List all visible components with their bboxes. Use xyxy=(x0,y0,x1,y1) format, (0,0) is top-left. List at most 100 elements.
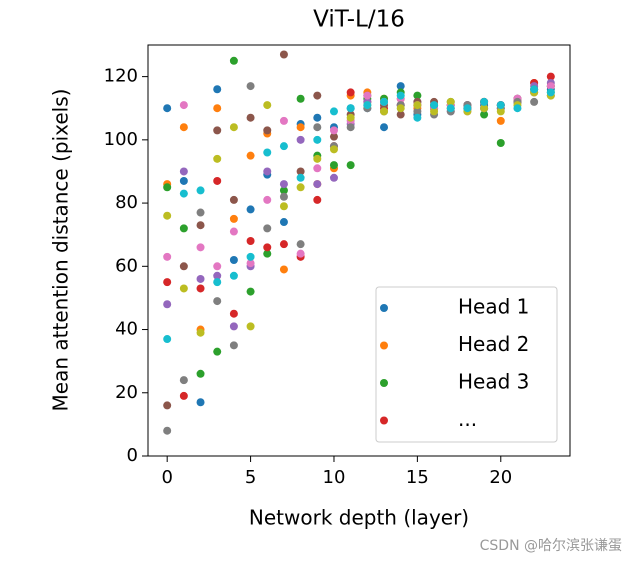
point xyxy=(213,176,222,185)
point xyxy=(279,186,288,195)
point xyxy=(263,148,272,157)
y-tick-label: 0 xyxy=(127,445,138,466)
y-tick-label: 60 xyxy=(115,255,138,276)
point xyxy=(196,221,205,230)
point xyxy=(496,139,505,148)
point xyxy=(546,88,555,97)
point xyxy=(279,218,288,227)
point xyxy=(163,278,172,287)
point xyxy=(530,97,539,106)
point xyxy=(196,284,205,293)
point xyxy=(396,110,405,119)
point xyxy=(213,271,222,280)
point xyxy=(246,252,255,261)
point xyxy=(179,189,188,198)
point xyxy=(163,426,172,435)
watermark: CSDN @哈尔滨张谦蛋 xyxy=(480,538,622,554)
point xyxy=(296,173,305,182)
legend-box xyxy=(375,286,558,443)
x-tick-label: 10 xyxy=(323,467,346,488)
point xyxy=(179,101,188,110)
point xyxy=(213,85,222,94)
point xyxy=(496,107,505,116)
point xyxy=(196,186,205,195)
y-tick-label: 80 xyxy=(115,192,138,213)
point xyxy=(196,398,205,407)
point xyxy=(329,126,338,135)
point xyxy=(346,161,355,170)
point xyxy=(396,91,405,100)
point xyxy=(413,91,422,100)
y-tick-label: 100 xyxy=(104,129,138,150)
point xyxy=(496,101,505,110)
point xyxy=(313,195,322,204)
point xyxy=(229,56,238,65)
point xyxy=(163,401,172,410)
x-tick-label: 15 xyxy=(406,467,429,488)
point xyxy=(196,243,205,252)
point xyxy=(263,126,272,135)
legend-marker xyxy=(380,379,388,387)
point xyxy=(363,91,372,100)
point xyxy=(246,322,255,331)
point xyxy=(396,82,405,91)
point xyxy=(179,123,188,132)
point xyxy=(296,123,305,132)
point xyxy=(263,249,272,258)
point xyxy=(329,107,338,116)
point xyxy=(179,224,188,233)
point xyxy=(546,72,555,81)
point xyxy=(346,104,355,113)
y-tick-label: 20 xyxy=(115,382,138,403)
point xyxy=(196,274,205,283)
point xyxy=(263,167,272,176)
point xyxy=(163,335,172,344)
legend-label: Head 3 xyxy=(458,370,529,394)
point xyxy=(430,101,439,110)
point xyxy=(296,167,305,176)
point xyxy=(313,123,322,132)
point xyxy=(296,249,305,258)
y-axis-label: Mean attention distance (pixels) xyxy=(49,89,73,412)
point xyxy=(229,341,238,350)
point xyxy=(313,180,322,189)
point xyxy=(263,101,272,110)
point xyxy=(279,50,288,59)
point xyxy=(229,255,238,264)
point xyxy=(229,271,238,280)
chart-title: ViT-L/16 xyxy=(313,7,405,33)
point xyxy=(229,227,238,236)
legend-label: ... xyxy=(458,407,477,431)
point xyxy=(163,211,172,220)
point xyxy=(196,369,205,378)
point xyxy=(480,104,489,113)
point xyxy=(229,123,238,132)
point xyxy=(380,107,389,116)
point xyxy=(246,113,255,122)
point xyxy=(313,135,322,144)
point xyxy=(363,101,372,110)
point xyxy=(163,183,172,192)
y-tick-label: 40 xyxy=(115,319,138,340)
point xyxy=(413,101,422,110)
point xyxy=(246,151,255,160)
point xyxy=(380,123,389,132)
point xyxy=(196,328,205,337)
point xyxy=(329,132,338,141)
plot-frame xyxy=(147,44,571,457)
point xyxy=(296,135,305,144)
point xyxy=(296,183,305,192)
point xyxy=(246,82,255,91)
point xyxy=(380,97,389,106)
point xyxy=(413,113,422,122)
point xyxy=(179,391,188,400)
point xyxy=(346,113,355,122)
point xyxy=(279,116,288,125)
x-tick-label: 5 xyxy=(245,467,256,488)
point xyxy=(313,164,322,173)
point xyxy=(213,262,222,271)
point xyxy=(213,347,222,356)
point xyxy=(213,154,222,163)
point xyxy=(513,104,522,113)
